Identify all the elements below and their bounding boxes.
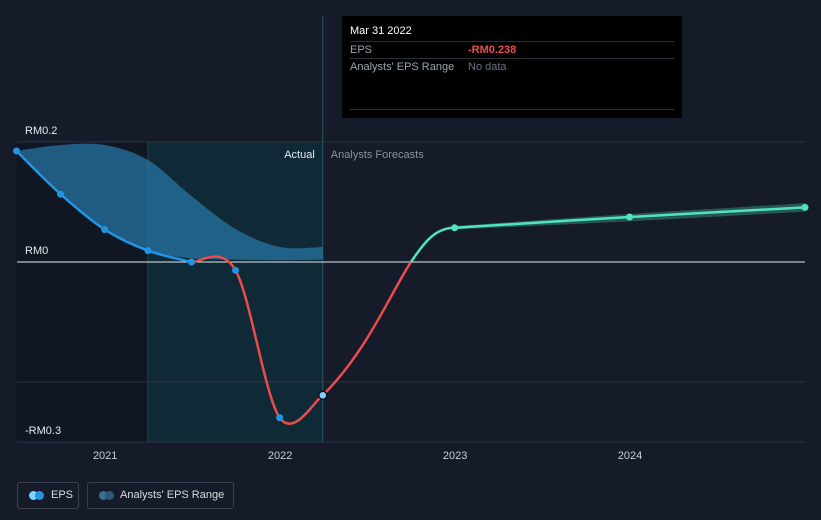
tooltip-range-row: Analysts' EPS Range No data <box>350 58 674 75</box>
eps-line-negative <box>191 255 324 425</box>
eps-point-2020-06-30 <box>13 147 21 155</box>
forecast-bridge-positive <box>409 226 455 263</box>
historic-eps-range-band <box>16 143 323 261</box>
legend-range-toggle[interactable]: Analysts' EPS Range <box>87 482 234 509</box>
actual-region-label: Actual <box>284 149 315 161</box>
eps-legend-dot-icon-2 <box>35 491 44 500</box>
tooltip-eps-label: EPS <box>350 44 373 56</box>
y-tick-label: RM0.2 <box>25 125 57 137</box>
tooltip-divider <box>350 109 674 110</box>
tooltip-eps-row: EPS -RM0.238 <box>350 41 674 58</box>
eps-legend-dot-icon <box>29 491 38 500</box>
x-tick-label: 2024 <box>618 450 642 462</box>
legend-eps-toggle[interactable]: EPS <box>17 482 79 509</box>
y-tick-label: -RM0.3 <box>25 425 61 437</box>
forecast-point-2022-12-31 <box>451 224 459 232</box>
y-tick-label: RM0 <box>25 245 48 257</box>
range-legend-dot-icon-2 <box>105 491 114 500</box>
range-legend-dot-icon <box>99 491 108 500</box>
hover-tooltip: Mar 31 2022 EPS -RM0.238 Analysts' EPS R… <box>342 16 682 118</box>
tooltip-range-label: Analysts' EPS Range <box>350 61 455 73</box>
eps-point-2020-09-30 <box>57 190 65 198</box>
eps-point-2021-06-30 <box>187 258 195 266</box>
forecast-point-2024-12-31 <box>801 203 809 211</box>
eps-point-2021-12-31 <box>276 414 284 422</box>
eps-point-2021-09-30 <box>232 266 240 274</box>
x-tick-label: 2021 <box>93 450 117 462</box>
tooltip-eps-value: -RM0.238 <box>468 44 517 56</box>
forecast-region-label: Analysts Forecasts <box>331 149 424 161</box>
eps-point-2021-03-31 <box>144 247 152 255</box>
legend-range-label: Analysts' EPS Range <box>120 489 225 501</box>
eps-point-2020-12-31 <box>101 226 109 234</box>
tooltip-range-value: No data <box>468 61 507 73</box>
forecast-point-2023-12-31 <box>626 213 634 221</box>
x-tick-label: 2023 <box>443 450 467 462</box>
x-tick-label: 2022 <box>268 450 292 462</box>
tooltip-date: Mar 31 2022 <box>350 25 412 37</box>
legend-eps-label: EPS <box>51 489 74 501</box>
eps-point-2022-03-31 <box>318 390 328 401</box>
forecast-bridge-negative <box>321 261 413 397</box>
